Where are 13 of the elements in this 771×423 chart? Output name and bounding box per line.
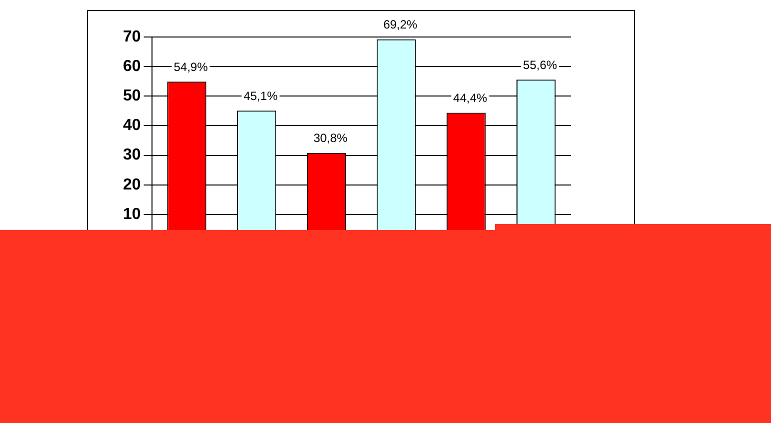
y-tick-label: 70: [123, 28, 141, 46]
y-tick-label: 40: [123, 117, 141, 134]
data-label: 54,9%: [174, 60, 208, 74]
data-label: 30,8%: [313, 131, 348, 146]
y-tick-label: 60: [123, 58, 141, 75]
data-label: 44,4%: [453, 91, 488, 106]
data-label: 69,2%: [383, 18, 418, 32]
y-tick-label: 10: [123, 206, 141, 223]
y-tick-label: 20: [123, 176, 141, 194]
y-tick-label: 50: [123, 88, 141, 105]
data-label: 45,1%: [244, 88, 278, 103]
y-tick-label: 30: [123, 146, 141, 164]
data-label: 55,6%: [523, 58, 558, 72]
